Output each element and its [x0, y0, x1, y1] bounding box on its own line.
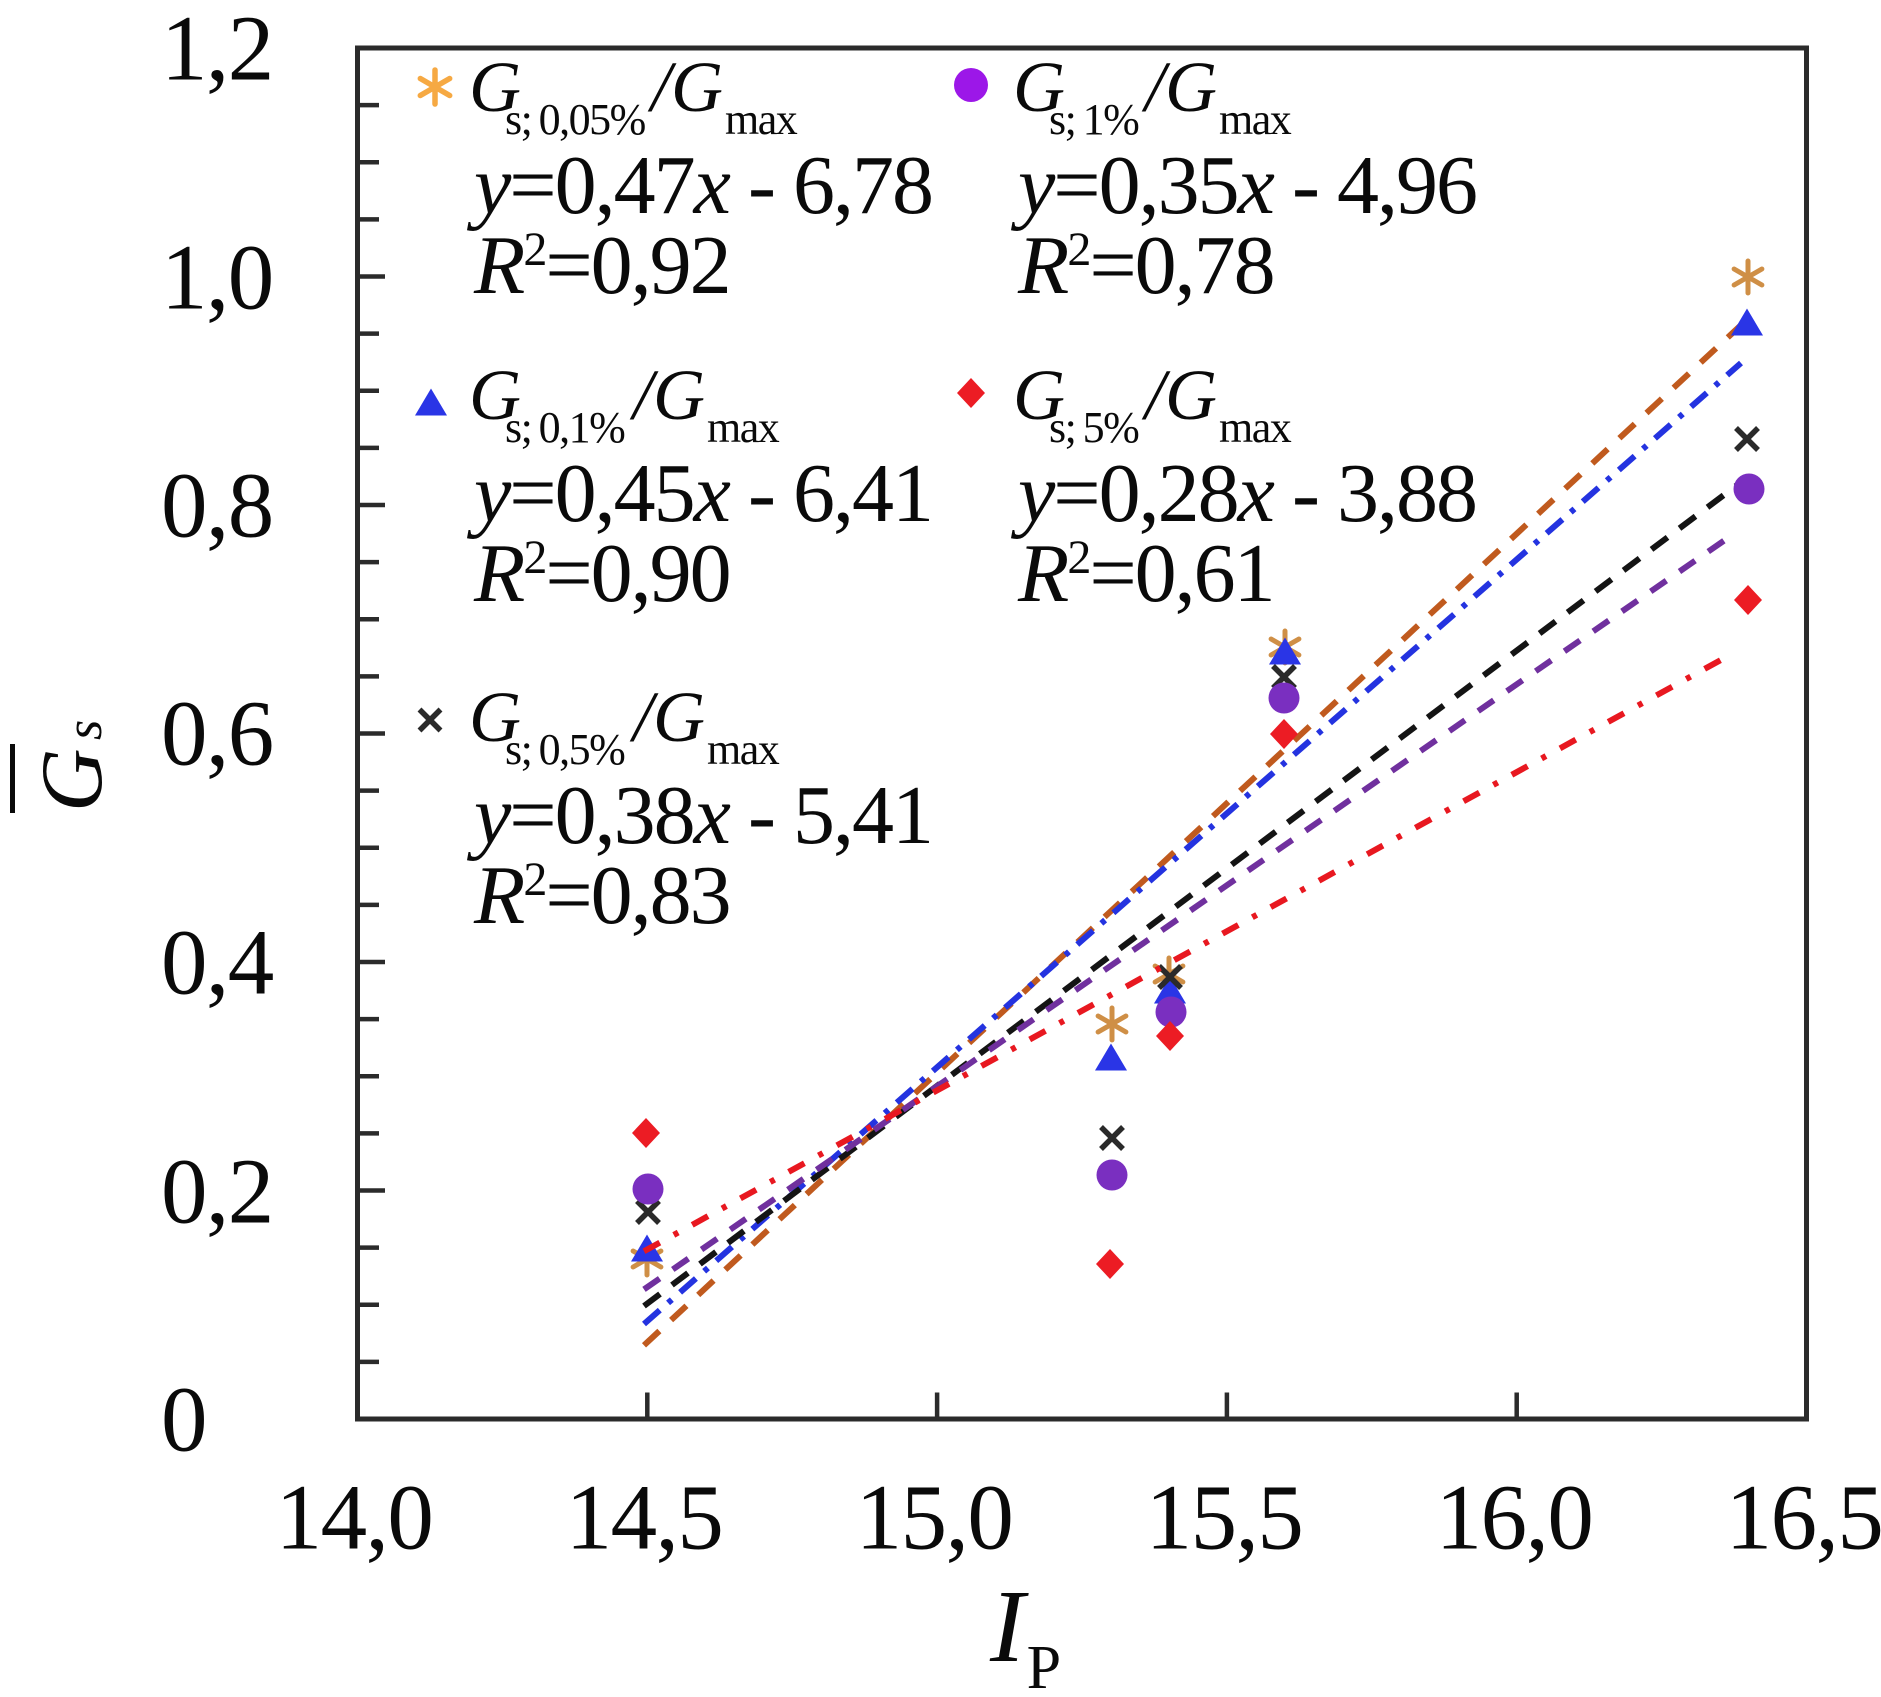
svg-text:/G: /G: [629, 677, 705, 757]
svg-text:/G: /G: [1141, 355, 1217, 435]
svg-text:s; 1%: s; 1%: [1049, 95, 1139, 144]
svg-text:G: G: [469, 355, 521, 435]
svg-text:y=0,45x - 6,41: y=0,45x - 6,41: [466, 447, 932, 540]
svg-text:max: max: [707, 403, 780, 452]
svg-text:0,6: 0,6: [161, 683, 273, 786]
svg-text:G: G: [469, 677, 521, 757]
svg-text:15,5: 15,5: [1146, 1467, 1303, 1570]
svg-text:s; 0,05%: s; 0,05%: [505, 95, 646, 144]
svg-text:G: G: [1013, 47, 1065, 127]
svg-text:0,8: 0,8: [161, 455, 273, 558]
svg-text:G: G: [1013, 355, 1065, 435]
svg-text:y=0,28x - 3,88: y=0,28x - 3,88: [1010, 447, 1476, 540]
svg-text:max: max: [1219, 403, 1292, 452]
svg-text:y=0,38x - 5,41: y=0,38x - 5,41: [466, 769, 932, 862]
svg-text:1,2: 1,2: [161, 0, 273, 101]
svg-text:16,0: 16,0: [1436, 1467, 1593, 1570]
svg-text:14,0: 14,0: [276, 1467, 433, 1570]
svg-text:16,5: 16,5: [1726, 1467, 1881, 1570]
svg-text:/G: /G: [1141, 47, 1217, 127]
svg-text:/G: /G: [629, 355, 705, 435]
svg-text:14,5: 14,5: [566, 1467, 723, 1570]
svg-text:s: s: [56, 720, 113, 740]
svg-text:/G: /G: [647, 47, 723, 127]
svg-text:R2=0,61: R2=0,61: [1017, 527, 1274, 620]
svg-text:max: max: [707, 725, 780, 774]
svg-text:0,2: 0,2: [161, 1141, 273, 1244]
svg-text:0: 0: [161, 1369, 206, 1472]
svg-text:1,0: 1,0: [161, 227, 273, 330]
svg-text:G: G: [469, 47, 521, 127]
svg-text:max: max: [725, 95, 798, 144]
svg-text:R2=0,78: R2=0,78: [1017, 219, 1274, 312]
svg-text:s; 0,1%: s; 0,1%: [505, 403, 625, 452]
svg-text:R2=0,92: R2=0,92: [473, 219, 730, 312]
svg-text:R2=0,90: R2=0,90: [473, 527, 730, 620]
svg-text:max: max: [1219, 95, 1292, 144]
svg-text:0,4: 0,4: [161, 912, 274, 1015]
svg-text:y=0,35x - 4,96: y=0,35x - 4,96: [1010, 139, 1476, 232]
svg-text:y=0,47x - 6,78: y=0,47x - 6,78: [466, 139, 932, 232]
svg-text:s; 0,5%: s; 0,5%: [505, 725, 625, 774]
svg-text:R2=0,83: R2=0,83: [473, 849, 730, 942]
svg-text:15,0: 15,0: [856, 1467, 1013, 1570]
svg-text:G: G: [24, 748, 121, 812]
svg-text:s; 5%: s; 5%: [1049, 403, 1139, 452]
